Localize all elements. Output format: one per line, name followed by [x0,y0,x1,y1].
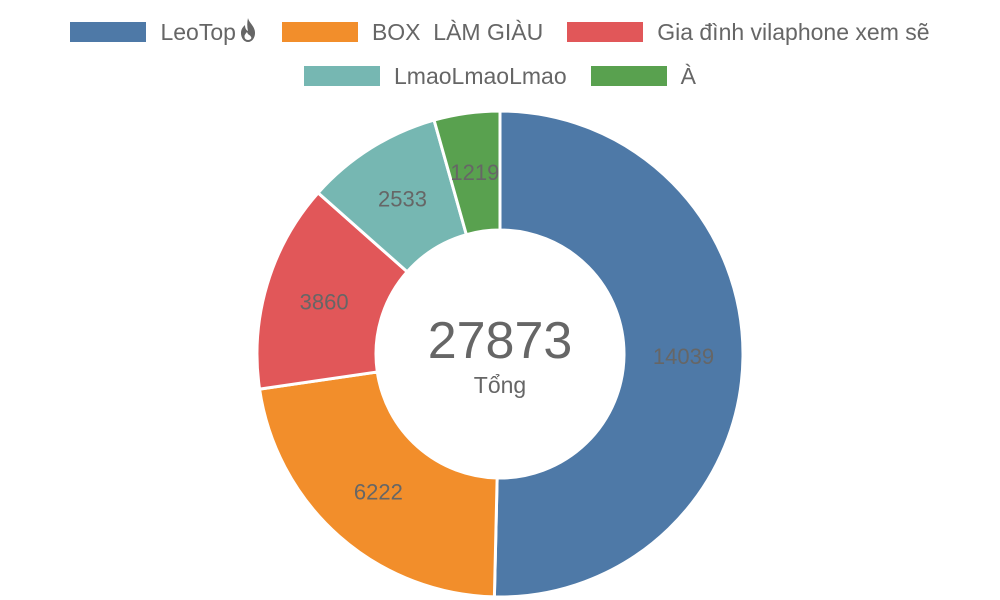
slices [255,109,745,599]
legend-item-a[interactable]: À [590,62,696,90]
legend-swatch [281,22,358,42]
slice-value-label: 6222 [354,479,403,504]
legend-label: BOX LÀM GIÀU [371,18,544,45]
slice-value-label: 1219 [450,160,499,185]
pie-slice[interactable] [255,190,410,391]
legend: LeoTop BOX LÀM GIÀU Gia đình vilaphone x… [0,0,1000,100]
legend-label: LmaoLmaoLmao [394,62,567,89]
pie-slice[interactable] [257,370,499,599]
legend-swatch [70,22,147,42]
legend-item-gia-dinh-vilaphone[interactable]: Gia đình vilaphone xem sẽ [567,18,930,46]
slice-value-label: 3860 [300,290,349,315]
legend-row: LmaoLmaoLmao À [0,60,1000,92]
legend-item-lmao[interactable]: LmaoLmaoLmao [304,63,567,90]
legend-item-leotop[interactable]: LeoTop [70,17,257,48]
slice-value-label: 14039 [653,344,714,369]
slice-labels: 14039 6222 3860 2533 1219 [300,160,714,504]
legend-swatch [590,66,667,86]
center-total: 27873 [428,312,573,370]
legend-label: LeoTop [160,18,236,45]
pie-slice[interactable] [492,109,745,599]
legend-swatch [567,22,644,42]
legend-swatch [304,66,381,86]
center-caption: Tổng [474,372,526,398]
slice-value-label: 2533 [378,187,427,212]
pie-slice[interactable] [432,109,502,237]
flame-icon [238,17,258,48]
legend-label: À [680,62,696,89]
legend-row: LeoTop BOX LÀM GIÀU Gia đình vilaphone x… [0,16,1000,48]
legend-label: Gia đình vilaphone xem sẽ [657,18,930,45]
legend-item-box-lam-giau[interactable]: BOX LÀM GIÀU [281,18,544,46]
